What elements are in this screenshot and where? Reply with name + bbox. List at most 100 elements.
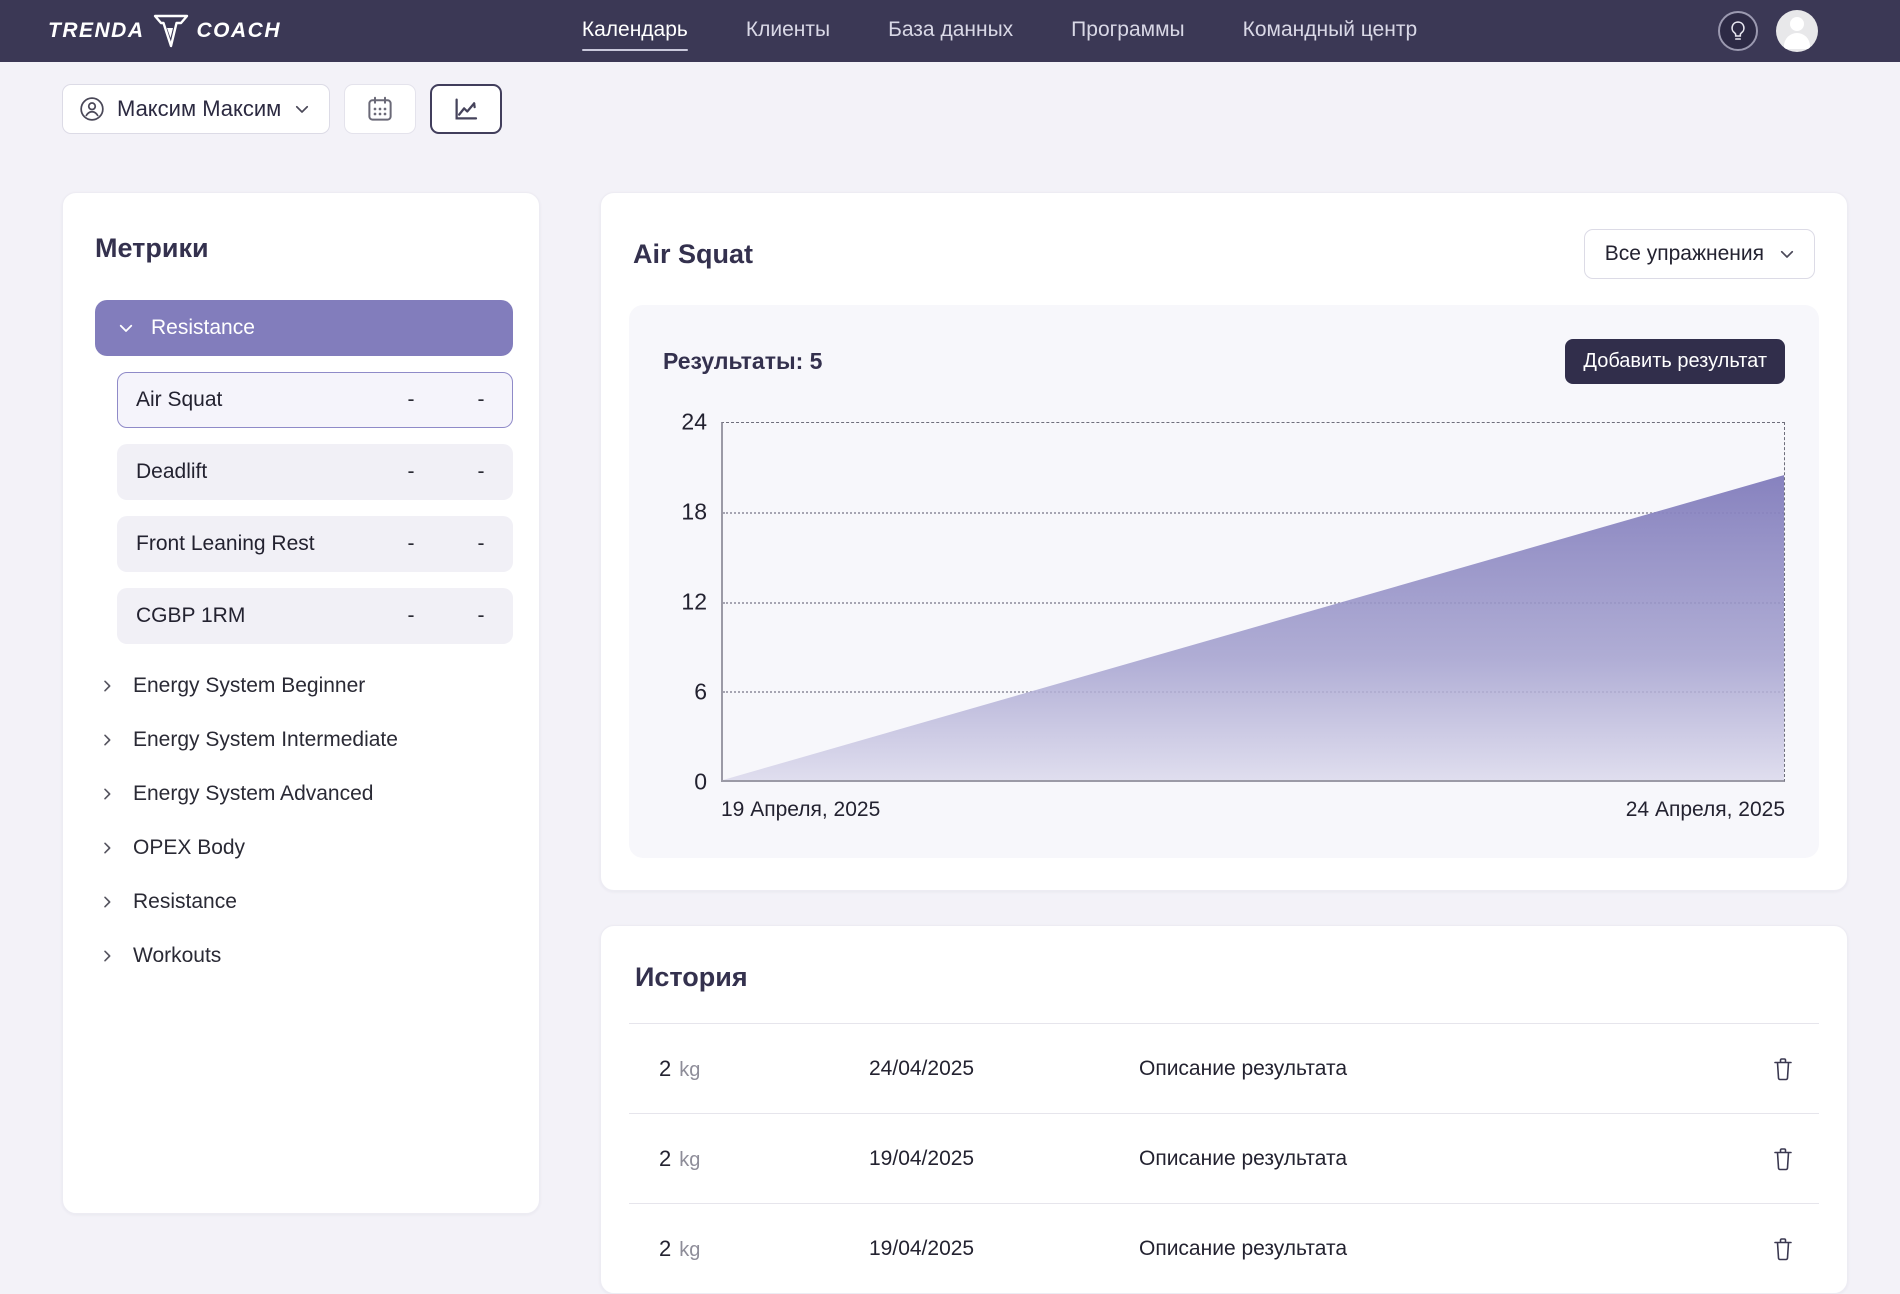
lightbulb-button[interactable]: [1718, 11, 1758, 51]
chevron-down-icon: [1780, 250, 1794, 258]
exercise-name: Air Squat: [136, 388, 223, 411]
chart-x-axis: 19 Апреля, 2025 24 Апреля, 2025: [721, 798, 1785, 822]
group-resistance-expanded[interactable]: Resistance: [95, 300, 513, 356]
y-tick-18: 18: [681, 498, 707, 525]
user-avatar[interactable]: [1776, 10, 1818, 52]
avatar-body: [1784, 33, 1810, 49]
history-number: 2: [659, 1235, 672, 1261]
category-workouts[interactable]: Workouts: [99, 944, 513, 968]
exercise-item-deadlift[interactable]: Deadlift - -: [117, 444, 513, 500]
history-title: История: [635, 962, 748, 992]
category-opex-body[interactable]: OPEX Body: [99, 836, 513, 860]
exercise-value-2: -: [477, 532, 485, 555]
exercise-item-cgbp-1rm[interactable]: CGBP 1RM - -: [117, 588, 513, 644]
nav-calendar[interactable]: Календарь: [581, 12, 688, 51]
category-label: Energy System Intermediate: [133, 728, 398, 751]
delete-result-button[interactable]: [1767, 1232, 1813, 1266]
line-chart-icon: [455, 98, 478, 120]
logo-text-right: COACH: [196, 19, 281, 42]
top-navigation-bar: TRENDA COACH Календарь Клиенты База данн…: [0, 0, 1900, 62]
y-tick-24: 24: [681, 408, 707, 435]
exercise-value-2: -: [477, 460, 485, 483]
add-result-button[interactable]: Добавить результат: [1565, 339, 1785, 384]
category-energy-system-advanced[interactable]: Energy System Advanced: [99, 782, 513, 806]
exercise-item-air-squat[interactable]: Air Squat - -: [117, 372, 513, 428]
client-name: Максим Максим: [117, 96, 282, 121]
exercise-value-2: -: [477, 388, 485, 411]
history-value: 2 kg: [659, 1056, 869, 1082]
client-selector[interactable]: Максим Максим: [62, 84, 331, 134]
chevron-down-icon: [119, 324, 133, 332]
person-circle-icon: [80, 97, 104, 121]
exercise-item-front-leaning-rest[interactable]: Front Leaning Rest - -: [117, 516, 513, 572]
exercise-name: Deadlift: [136, 460, 208, 483]
chevron-right-icon: [104, 788, 111, 800]
delete-result-button[interactable]: [1767, 1052, 1813, 1086]
history-row: 2 kg 24/04/2025 Описание результата: [629, 1023, 1819, 1113]
exercise-value-1: -: [407, 388, 415, 411]
results-count-label: Результаты: 5: [663, 348, 823, 374]
filter-label: Все упражнения: [1604, 242, 1764, 265]
exercise-name: CGBP 1RM: [136, 604, 246, 627]
history-row: 2 kg 19/04/2025 Описание результата: [629, 1203, 1819, 1293]
category-label: Workouts: [133, 944, 222, 967]
chevron-right-icon: [104, 950, 111, 962]
results-chart: 24 18 12 6 0: [663, 409, 1785, 795]
history-row: 2 kg 19/04/2025 Описание результата: [629, 1113, 1819, 1203]
gridline-18: [723, 512, 1784, 515]
exercise-filter-dropdown[interactable]: Все упражнения: [1583, 229, 1815, 279]
y-tick-12: 12: [681, 588, 707, 615]
area-series: [723, 475, 1784, 780]
history-panel: История 2 kg 24/04/2025 Описание результа…: [600, 925, 1848, 1294]
delete-result-button[interactable]: [1767, 1142, 1813, 1176]
chevron-right-icon: [104, 896, 111, 908]
nav-database[interactable]: База данных: [888, 17, 1014, 41]
chevron-down-icon: [296, 105, 309, 113]
sidebar-title: Метрики: [95, 233, 209, 263]
content-area: Метрики Resistance Air Squat - - Deadlif…: [0, 134, 1900, 1294]
main-column: Air Squat Все упражнения Результаты: 5 Д…: [600, 192, 1848, 1294]
history-unit: kg: [679, 1058, 701, 1081]
chart-view-button[interactable]: [430, 84, 503, 134]
chevron-right-icon: [104, 680, 111, 692]
exercise-value-1: -: [407, 604, 415, 627]
history-description: Описание результата: [1139, 1236, 1348, 1260]
panel-title: Air Squat: [633, 238, 754, 269]
category-resistance[interactable]: Resistance: [99, 890, 513, 914]
history-date: 24/04/2025: [869, 1056, 975, 1080]
nav-programs[interactable]: Программы: [1071, 17, 1185, 41]
logo-tc-icon: [153, 14, 188, 48]
app-logo: TRENDA COACH: [48, 14, 281, 48]
category-label: Resistance: [133, 890, 237, 913]
y-tick-6: 6: [694, 678, 707, 705]
calendar-view-button[interactable]: [344, 84, 417, 134]
chart-y-axis: 24 18 12 6 0: [663, 409, 721, 795]
x-label-start: 19 Апреля, 2025: [721, 798, 881, 821]
history-unit: kg: [679, 1238, 701, 1261]
calendar-icon: [368, 96, 392, 121]
category-energy-system-intermediate[interactable]: Energy System Intermediate: [99, 728, 513, 752]
main-nav: Календарь Клиенты База данных Программы …: [281, 12, 1718, 51]
metrics-sidebar: Метрики Resistance Air Squat - - Deadlif…: [62, 192, 540, 1214]
history-value: 2 kg: [659, 1236, 869, 1262]
history-description: Описание результата: [1139, 1056, 1348, 1080]
category-energy-system-beginner[interactable]: Energy System Beginner: [99, 674, 513, 698]
trash-icon: [1774, 1147, 1792, 1170]
topbar-actions: [1718, 10, 1818, 52]
view-toolbar: Максим Максим: [62, 84, 1900, 134]
lightbulb-icon: [1731, 21, 1745, 40]
category-label: Energy System Advanced: [133, 782, 374, 805]
trash-icon: [1774, 1237, 1792, 1260]
chevron-right-icon: [104, 734, 111, 746]
avatar-head: [1790, 17, 1804, 31]
trash-icon: [1774, 1057, 1792, 1080]
exercise-value-1: -: [407, 460, 415, 483]
history-number: 2: [659, 1055, 672, 1081]
history-unit: kg: [679, 1148, 701, 1171]
category-label: OPEX Body: [133, 836, 246, 859]
nav-clients[interactable]: Клиенты: [745, 17, 831, 41]
exercise-value-1: -: [407, 532, 415, 555]
chevron-right-icon: [104, 842, 111, 854]
category-label: Energy System Beginner: [133, 674, 366, 697]
nav-command-center[interactable]: Командный центр: [1242, 17, 1418, 41]
